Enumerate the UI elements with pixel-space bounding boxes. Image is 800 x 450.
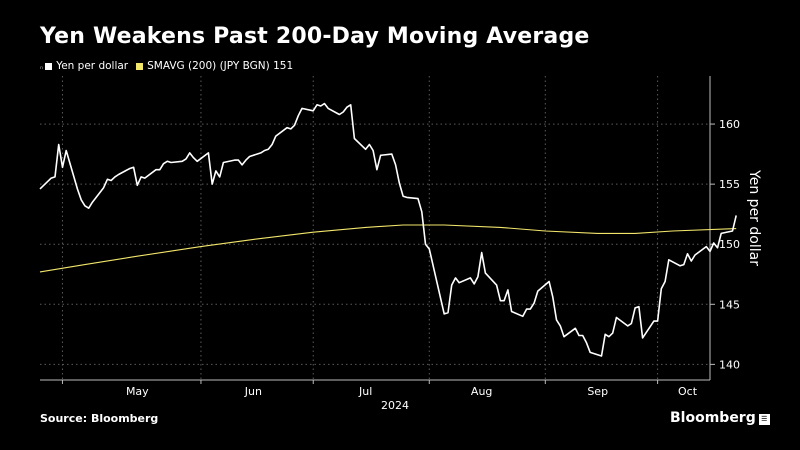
legend-label-smavg: SMAVG (200) (JPY BGN) 151 — [147, 60, 294, 72]
legend-swatch-smavg — [136, 62, 144, 70]
series-lines — [39, 102, 737, 357]
legend: ₙ Yen per dollar SMAVG (200) (JPY BGN) 1… — [40, 60, 301, 72]
y-axis-title: Yen per dollar — [746, 169, 762, 266]
x-tick-label: Jun — [244, 385, 262, 398]
series-line-smavg — [39, 224, 737, 273]
legend-item-smavg: SMAVG (200) (JPY BGN) 151 — [136, 60, 293, 72]
bloomberg-logo: Bloomberg ☰ — [670, 410, 770, 426]
legend-label-yen: Yen per dollar — [56, 60, 129, 72]
x-tick-label: May — [126, 385, 149, 398]
x-year-label: 2024 — [381, 399, 409, 412]
series-line-yen — [39, 102, 737, 357]
legend-marker-icon: ₙ — [40, 61, 44, 71]
x-tick-label: Aug — [471, 385, 492, 398]
x-tick-label: Sep — [587, 385, 608, 398]
y-tick-label: 145 — [719, 298, 740, 311]
y-tick-label: 160 — [719, 118, 740, 131]
y-tick-label: 140 — [719, 358, 740, 371]
x-tick-label: Jul — [358, 385, 372, 398]
legend-item-yen: ₙ Yen per dollar — [40, 60, 128, 72]
axes — [40, 76, 715, 384]
source-note: Source: Bloomberg — [40, 412, 159, 425]
y-tick-label: 155 — [719, 178, 740, 191]
bloomberg-mark-icon: ☰ — [758, 414, 770, 425]
chart-title: Yen Weakens Past 200-Day Moving Average — [40, 24, 590, 49]
gridlines — [40, 76, 710, 380]
brand-name: Bloomberg — [670, 410, 756, 426]
y-tick-label: 150 — [719, 238, 740, 251]
tick-labels: 140 145 150 155 160 May Jun Jul Aug Sep Oct 2024 Yen… — [126, 118, 762, 412]
x-tick-label: Oct — [678, 385, 698, 398]
legend-swatch-yen — [45, 62, 53, 70]
